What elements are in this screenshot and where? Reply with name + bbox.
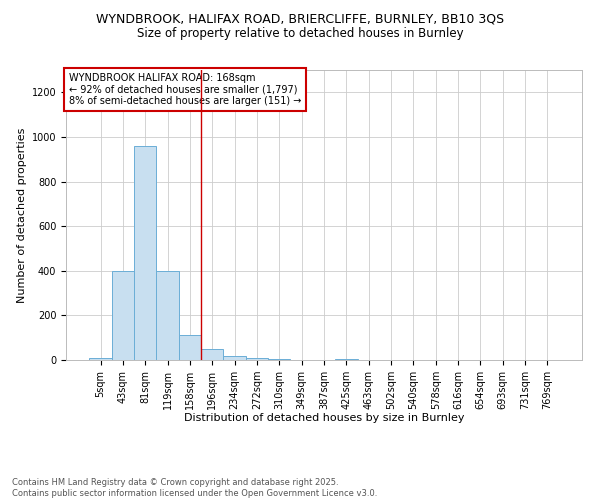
Bar bbox=[201, 349, 223, 360]
Y-axis label: Number of detached properties: Number of detached properties bbox=[17, 128, 28, 302]
Text: WYNDBROOK, HALIFAX ROAD, BRIERCLIFFE, BURNLEY, BB10 3QS: WYNDBROOK, HALIFAX ROAD, BRIERCLIFFE, BU… bbox=[96, 12, 504, 26]
Bar bbox=[179, 336, 201, 360]
Bar bbox=[268, 359, 290, 360]
Bar bbox=[89, 358, 112, 360]
Bar bbox=[246, 358, 268, 360]
Bar bbox=[134, 146, 157, 360]
Bar bbox=[335, 359, 358, 360]
Bar bbox=[223, 356, 246, 360]
Text: WYNDBROOK HALIFAX ROAD: 168sqm
← 92% of detached houses are smaller (1,797)
8% o: WYNDBROOK HALIFAX ROAD: 168sqm ← 92% of … bbox=[68, 73, 301, 106]
Text: Size of property relative to detached houses in Burnley: Size of property relative to detached ho… bbox=[137, 28, 463, 40]
Bar bbox=[157, 271, 179, 360]
Bar bbox=[112, 271, 134, 360]
X-axis label: Distribution of detached houses by size in Burnley: Distribution of detached houses by size … bbox=[184, 414, 464, 424]
Text: Contains HM Land Registry data © Crown copyright and database right 2025.
Contai: Contains HM Land Registry data © Crown c… bbox=[12, 478, 377, 498]
